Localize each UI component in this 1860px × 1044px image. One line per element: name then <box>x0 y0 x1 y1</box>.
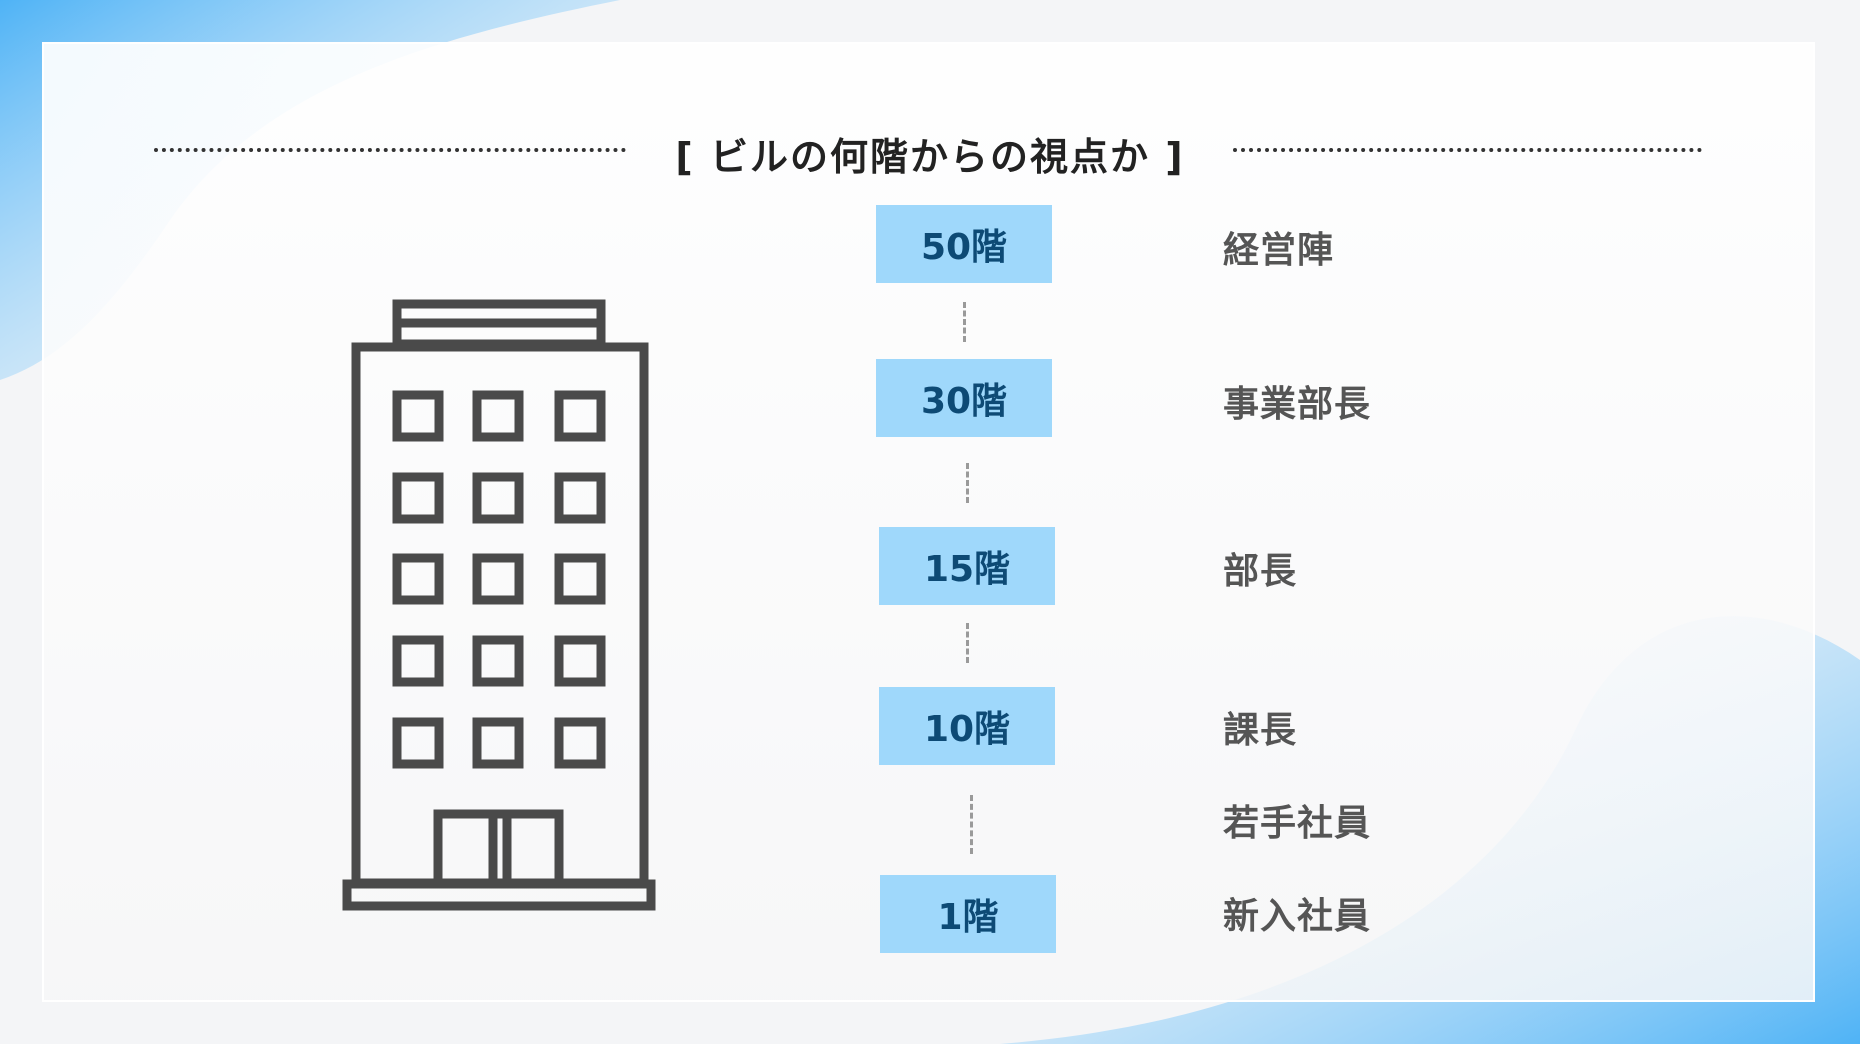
role-label: 若手社員 <box>1223 803 1372 844</box>
connector-dash <box>963 302 966 342</box>
role-label: 部長 <box>1223 551 1298 592</box>
role-label: 課長 <box>1223 710 1298 751</box>
role-label: 新入社員 <box>1223 896 1372 937</box>
slide-title: [ ビルの何階からの視点か ] <box>675 135 1185 179</box>
connector-dash <box>966 623 969 663</box>
floor-box-50: 50階 <box>876 205 1052 283</box>
floor-box-10: 10階 <box>879 687 1055 765</box>
floor-box-1: 1階 <box>880 875 1056 953</box>
connector-dash <box>970 795 973 854</box>
slide-frame <box>42 42 1815 1002</box>
role-label: 事業部長 <box>1223 384 1372 425</box>
role-label: 経営陣 <box>1223 230 1335 271</box>
title-dotted-line-left <box>154 148 626 152</box>
floor-box-30: 30階 <box>876 359 1052 437</box>
floor-box-15: 15階 <box>879 527 1055 605</box>
connector-dash <box>966 463 969 503</box>
title-dotted-line-right <box>1233 148 1702 152</box>
